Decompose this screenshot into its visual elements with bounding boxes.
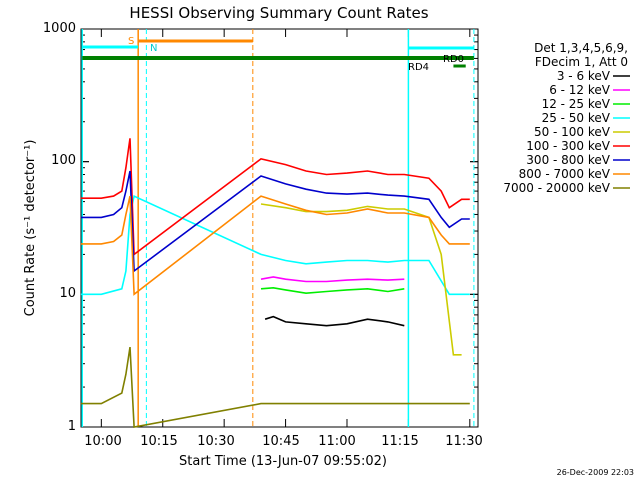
x-tick-label: 10:15 [140,434,177,449]
span-bars [81,29,475,427]
annotation-s: S [128,36,134,47]
annotation-rd4: RD4 [408,62,429,73]
legend-label: 3 - 6 keV [557,69,611,83]
x-tick-label: 11:30 [445,434,482,449]
legend-label: 7000 - 20000 keV [503,181,610,195]
series-line [80,138,470,256]
x-tick-label: 11:15 [381,434,418,449]
legend-header-line2: FDecim 1, Att 0 [535,55,628,69]
legend-label: 100 - 300 keV [526,139,610,153]
series-line [260,203,462,356]
legend-label: 12 - 25 keV [542,97,611,111]
annotation-rd0: RD0 [443,54,464,65]
series-line [80,170,470,273]
legend-label: 25 - 50 keV [542,111,611,125]
axis-ticks [81,28,478,428]
series-lines [80,138,470,428]
legend-header-line1: Det 1,3,4,5,6,9, [534,41,628,55]
x-tick-label: 10:30 [197,434,234,449]
y-tick-label: 10 [59,286,76,301]
footer-date: 26-Dec-2009 22:03 [557,468,634,477]
x-axis-title: Start Time (13-Jun-07 09:55:02) [179,454,387,469]
x-tick-label: 11:00 [318,434,355,449]
y-tick-label: 1000 [43,21,76,36]
legend-label: 300 - 800 keV [526,153,610,167]
series-line [264,315,405,327]
series-line [80,194,470,296]
legend-label: 800 - 7000 keV [519,167,611,181]
y-axis-title: Count Rate (s⁻¹ detector⁻¹) [23,140,38,317]
series-line [80,195,470,296]
series-line [260,286,405,295]
legend-label: 50 - 100 keV [534,125,611,139]
chart-title: HESSI Observing Summary Count Rates [129,4,428,22]
x-tick-label: 10:00 [84,434,121,449]
x-tick-label: 10:45 [262,434,299,449]
series-line [260,276,405,283]
annotation-n: N [150,43,157,54]
y-tick-label: 100 [51,153,76,168]
y-tick-label: 1 [68,419,76,434]
series-line [80,346,470,428]
legend-label: 6 - 12 keV [549,83,611,97]
plot-frame [80,28,479,428]
